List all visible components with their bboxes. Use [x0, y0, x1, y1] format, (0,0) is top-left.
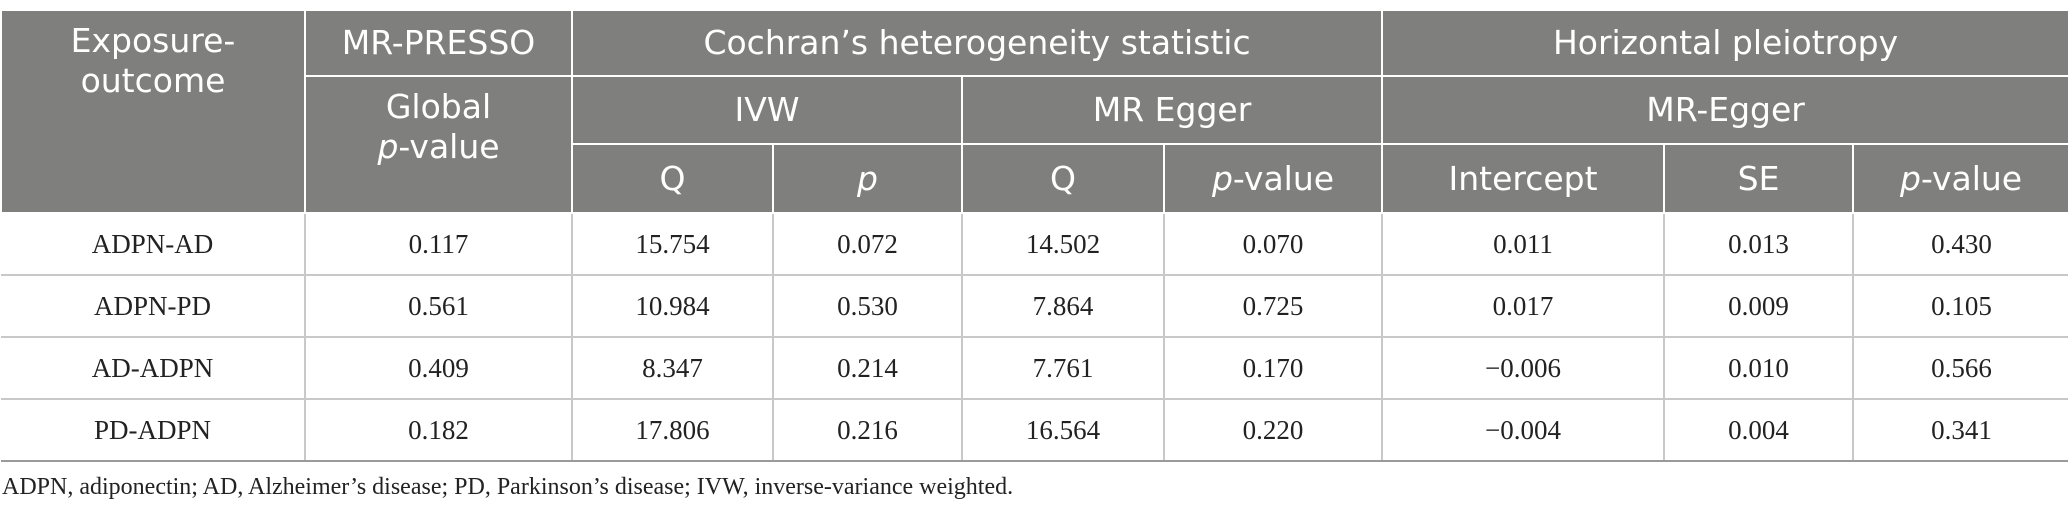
cell-ivw-q: 15.754 [571, 213, 773, 276]
header-exposure-outcome: Exposure-outcome [0, 9, 306, 214]
cell-presso-p: 0.182 [304, 399, 572, 462]
cell-egger-q: 16.564 [961, 399, 1164, 462]
global-label: Global [385, 87, 492, 126]
cell-presso-p: 0.561 [304, 275, 572, 338]
cell-intercept: 0.011 [1381, 213, 1665, 276]
value-suffix: -value [398, 127, 500, 166]
table-body: ADPN-AD 0.117 15.754 0.072 14.502 0.070 … [1, 213, 2068, 462]
cell-pleiotropy-p: 0.430 [1852, 213, 2068, 276]
p-italic: p [377, 127, 399, 166]
table-header: Exposure-outcome MR-PRESSO Cochran’s het… [0, 9, 2068, 214]
cell-egger-q: 7.761 [961, 337, 1164, 400]
header-cochran: Cochran’s heterogeneity statistic [570, 9, 1384, 77]
cell-pleiotropy-p: 0.566 [1852, 337, 2068, 400]
cell-ivw-p: 0.072 [772, 213, 962, 276]
p-italic: p [1211, 158, 1233, 198]
exposure-outcome-label: Exposure-outcome [70, 21, 236, 100]
table-row: AD-ADPN 0.409 8.347 0.214 7.761 0.170 −0… [1, 337, 2068, 400]
cell-intercept: 0.017 [1381, 275, 1665, 338]
cell-exposure-outcome: PD-ADPN [1, 399, 305, 462]
header-global-p-value: Global p-value [304, 75, 573, 214]
p-italic: p [1899, 158, 1921, 198]
cell-exposure-outcome: ADPN-AD [1, 213, 305, 276]
header-egger-q: Q [961, 143, 1165, 214]
cell-egger-q: 7.864 [961, 275, 1164, 338]
cell-ivw-q: 17.806 [571, 399, 773, 462]
cell-intercept: −0.006 [1381, 337, 1665, 400]
cell-ivw-p: 0.214 [772, 337, 962, 400]
header-mr-egger-pleiotropy: MR-Egger [1381, 75, 2068, 145]
table-row: ADPN-PD 0.561 10.984 0.530 7.864 0.725 0… [1, 275, 2068, 338]
header-egger-p-value: p-value [1162, 143, 1384, 214]
cell-ivw-q: 8.347 [571, 337, 773, 400]
cell-se: 0.004 [1663, 399, 1854, 462]
cell-se: 0.013 [1663, 213, 1854, 276]
cell-egger-p: 0.725 [1162, 275, 1383, 338]
cell-egger-p: 0.220 [1162, 399, 1383, 462]
cell-se: 0.009 [1663, 275, 1854, 338]
cell-egger-q: 14.502 [961, 213, 1164, 276]
cell-egger-p: 0.170 [1162, 337, 1383, 400]
header-ivw-p: p [772, 143, 963, 214]
cell-egger-p: 0.070 [1162, 213, 1383, 276]
value-suffix: -value [1232, 158, 1335, 198]
header-horizontal-pleiotropy: Horizontal pleiotropy [1381, 9, 2068, 77]
cell-exposure-outcome: AD-ADPN [1, 337, 305, 400]
cell-pleiotropy-p: 0.341 [1852, 399, 2068, 462]
p-italic: p [857, 158, 878, 198]
header-mr-presso: MR-PRESSO [304, 9, 573, 77]
cell-se: 0.010 [1663, 337, 1854, 400]
cell-pleiotropy-p: 0.105 [1852, 275, 2068, 338]
header-mr-egger: MR Egger [960, 75, 1384, 145]
cell-intercept: −0.004 [1381, 399, 1665, 462]
cell-presso-p: 0.117 [304, 213, 572, 276]
results-table: Exposure-outcome MR-PRESSO Cochran’s het… [0, 9, 2068, 462]
header-pleiotropy-p-value: p-value [1852, 143, 2068, 214]
table-row: PD-ADPN 0.182 17.806 0.216 16.564 0.220 … [1, 399, 2068, 462]
table-row: ADPN-AD 0.117 15.754 0.072 14.502 0.070 … [1, 213, 2068, 276]
header-se: SE [1663, 143, 1855, 214]
cell-ivw-q: 10.984 [571, 275, 773, 338]
cell-ivw-p: 0.530 [772, 275, 962, 338]
header-ivw: IVW [571, 75, 963, 145]
header-intercept: Intercept [1381, 143, 1666, 214]
cell-presso-p: 0.409 [304, 337, 572, 400]
table-footnote: ADPN, adiponectin; AD, Alzheimer’s disea… [2, 474, 1014, 500]
cell-ivw-p: 0.216 [772, 399, 962, 462]
header-ivw-q: Q [571, 143, 774, 214]
value-suffix: -value [1920, 158, 2023, 198]
cell-exposure-outcome: ADPN-PD [1, 275, 305, 338]
